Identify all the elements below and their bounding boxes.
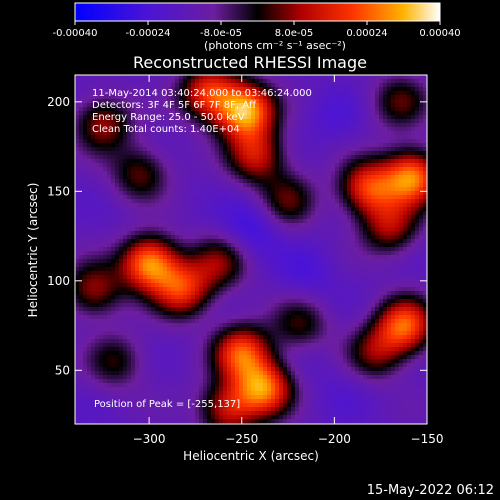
y-tick-label: 150 (47, 184, 70, 198)
y-tick-label: 50 (55, 363, 70, 377)
y-tick-label: 200 (47, 95, 70, 109)
peak-position-label: Position of Peak = [-255,137] (94, 399, 240, 410)
colorbar-ticks (74, 21, 441, 25)
y-axis-tick-labels: 50 100 150 200 (47, 95, 70, 377)
x-tick-label: −250 (225, 432, 258, 446)
colorbar-tick-labels: -0.00040 -0.00024 -8.0e-05 8.0e-05 0.00024 0.… (53, 28, 461, 39)
annotation-clean-counts: Clean Total counts: 1.40E+04 (92, 124, 240, 135)
plot-frame (74, 74, 428, 425)
x-tick-label: −150 (411, 432, 444, 446)
x-axis-label: Heliocentric X (arcsec) (183, 449, 319, 463)
colorbar-ramp (74, 2, 441, 22)
colorbar-tick-label: -8.0e-05 (200, 28, 242, 39)
y-tick-label: 100 (47, 274, 70, 288)
x-tick-label: −300 (133, 432, 166, 446)
footer-timestamp: 15-May-2022 06:12 (367, 483, 494, 498)
y-axis-ticks (75, 101, 427, 371)
x-axis-tick-labels: −300 −250 −200 −150 (133, 432, 444, 446)
y-axis-label: Heliocentric Y (arcsec) (26, 183, 40, 318)
x-tick-label: −200 (318, 432, 351, 446)
colorbar-tick-label: 0.00024 (346, 28, 387, 39)
x-axis-ticks (148, 75, 428, 424)
colorbar-tick-label: -0.00040 (53, 28, 98, 39)
annotation-block: 11-May-2014 03:40:24.000 to 03:46:24.000… (92, 88, 312, 135)
annotation-time-range: 11-May-2014 03:40:24.000 to 03:46:24.000 (92, 88, 312, 99)
colorbar-tick-label: 0.00040 (419, 28, 460, 39)
annotation-detectors: Detectors: 3F 4F 5F 6F 7F 8F, Aff (92, 100, 257, 111)
chart-title: Reconstructed RHESSI Image (133, 53, 367, 72)
colorbar-tick-label: -0.00024 (126, 28, 171, 39)
colorbar-unit-label: (photons cm⁻² s⁻¹ asec⁻²) (204, 39, 346, 52)
colorbar: -0.00040 -0.00024 -8.0e-05 8.0e-05 0.00024 0.… (53, 2, 461, 52)
heatmap-image (75, 75, 427, 424)
colorbar-tick-label: 8.0e-05 (275, 28, 313, 39)
annotation-energy-range: Energy Range: 25.0 - 50.0 keV (92, 112, 245, 123)
